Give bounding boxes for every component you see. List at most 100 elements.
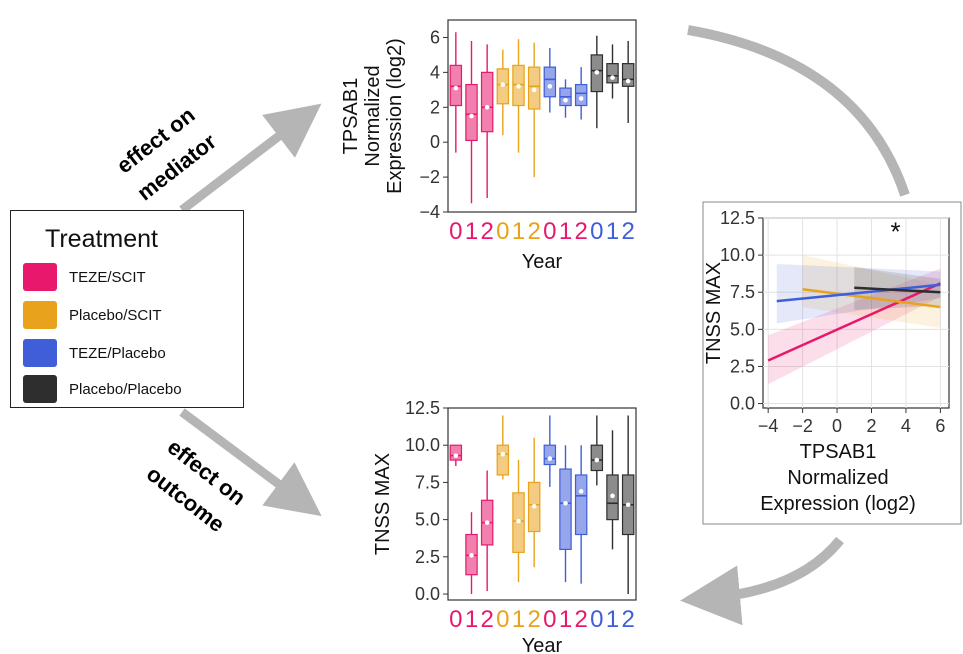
box [465, 83, 478, 142]
regression-line [776, 283, 941, 303]
mean-point [563, 500, 568, 506]
legend-item: Placebo/Placebo [23, 373, 182, 405]
x-tick-label: 1 [512, 606, 525, 633]
y-tick-label: 7.5 [415, 472, 440, 492]
box [621, 63, 635, 87]
legend-item: TEZE/SCIT [23, 261, 146, 293]
legend-item: TEZE/Placebo [23, 337, 166, 369]
y-tick-label: 4 [430, 62, 440, 82]
mean-point [469, 553, 474, 558]
mean-point [610, 75, 615, 80]
mean-point [531, 503, 537, 509]
y-tick-label: −2 [419, 167, 440, 187]
mean-point [594, 70, 600, 75]
outcome-arrow [179, 408, 322, 517]
x-tick-label: 2 [527, 218, 540, 245]
y-tick-label: 12.5 [720, 208, 755, 228]
mean-point [563, 97, 568, 103]
box [480, 71, 494, 133]
y-axis-label: TNSS MAX [703, 262, 725, 364]
mean-point [578, 96, 584, 101]
y-axis-label: TPSAB1 Normalized Expression (log2) [340, 38, 406, 194]
mean-point [516, 518, 521, 524]
y-axis-label: TNSS MAX [372, 453, 394, 555]
x-axis-label-line: Expression (log2) [760, 493, 916, 515]
x-tick-label: −2 [792, 416, 813, 436]
x-tick-label: 1 [606, 218, 619, 245]
box [574, 83, 588, 107]
regression-line [767, 282, 941, 362]
bottom-curved-arrow [680, 536, 844, 626]
mean-point [453, 85, 459, 91]
x-tick-label: 0 [449, 218, 462, 245]
mean-point [625, 502, 631, 508]
x-tick-label: 2 [527, 606, 540, 633]
y-tick-label: 12.5 [405, 398, 440, 418]
x-tick-label: 0 [543, 218, 556, 245]
y-axis-label-line: Expression (log2) [384, 38, 406, 194]
box [543, 444, 557, 466]
mean-point [484, 520, 490, 525]
y-tick-label: 0 [430, 132, 440, 152]
mean-point [516, 84, 521, 89]
y-tick-label: 6 [430, 27, 440, 47]
mean-point [578, 489, 584, 494]
x-tick-label: 2 [866, 416, 876, 436]
top-curved-arrow [687, 25, 910, 197]
x-axis-label-line: Normalized [787, 467, 888, 489]
x-axis-label: Year [522, 635, 563, 654]
y-tick-label: 2 [430, 97, 440, 117]
box [574, 474, 588, 536]
mean-point [547, 456, 553, 461]
mean-point [625, 78, 631, 84]
legend-label: Placebo/SCIT [69, 306, 162, 324]
regression-line [854, 286, 941, 294]
y-tick-label: 5.0 [730, 319, 755, 339]
y-tick-label: 10.0 [720, 245, 755, 265]
x-tick-label: 0 [496, 218, 509, 245]
legend-swatch [23, 263, 57, 291]
plot-frame [762, 217, 950, 409]
x-tick-label: 2 [621, 606, 634, 633]
legend-item: Placebo/SCIT [23, 299, 162, 331]
x-tick-label: 0 [590, 218, 603, 245]
plot-frame [447, 19, 637, 213]
legend-title: Treatment [45, 225, 159, 253]
x-tick-label: 0 [832, 416, 842, 436]
y-axis-label-line: TPSAB1 [340, 78, 362, 155]
x-tick-label: 2 [574, 606, 587, 633]
y-tick-label: 2.5 [415, 547, 440, 567]
mean-point [469, 113, 474, 119]
x-tick-label: 0 [496, 606, 509, 633]
legend-label: TEZE/SCIT [69, 268, 146, 286]
legend-swatch [23, 301, 57, 329]
mean-point [484, 104, 490, 110]
y-tick-label: −4 [419, 202, 440, 222]
x-tick-label: 1 [512, 218, 525, 245]
treatment-legend: Treatment TEZE/SCIT Placebo/SCIT TEZE/Pl… [10, 210, 244, 408]
y-axis-label-line: Normalized [362, 65, 384, 166]
plot-frame [447, 407, 637, 601]
significance-annotation: * [891, 216, 901, 246]
y-tick-label: 7.5 [730, 282, 755, 302]
mean-point [453, 453, 459, 458]
y-tick-label: 2.5 [730, 356, 755, 376]
x-tick-label: 1 [559, 606, 572, 633]
x-tick-label: 2 [480, 218, 493, 245]
y-axis-label-line: TNSS MAX [372, 453, 394, 555]
y-tick-label: 5.0 [415, 510, 440, 530]
legend-label: Placebo/Placebo [69, 380, 182, 398]
x-tick-label: 0 [543, 606, 556, 633]
legend-swatch [23, 339, 57, 367]
mean-point [531, 87, 537, 93]
box [496, 444, 510, 476]
box [449, 444, 463, 461]
outcome-boxplot: 0.02.55.07.510.012.50 1 2 0 1 2 0 1 2 0 1 2YearTNSS… [372, 398, 637, 654]
x-tick-label: 6 [935, 416, 945, 436]
y-tick-label: 0.0 [730, 394, 755, 414]
mean-point [500, 82, 506, 87]
y-axis-label-line: TNSS MAX [703, 262, 725, 364]
x-tick-label: 2 [621, 218, 634, 245]
